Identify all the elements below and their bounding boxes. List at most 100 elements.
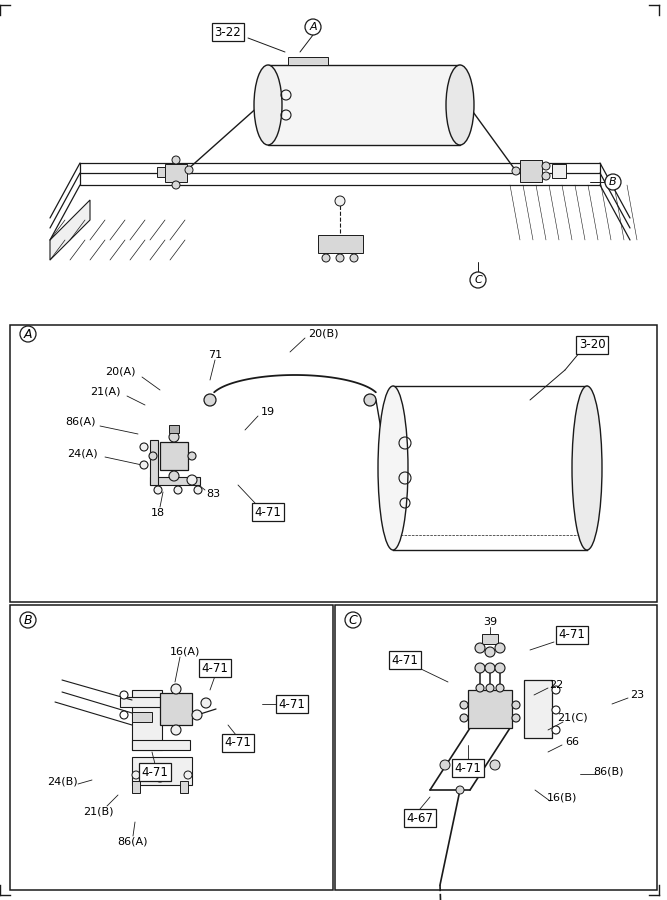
Text: C: C [474, 275, 482, 285]
Bar [150, 440, 158, 485]
Bar [268, 65, 460, 145]
Circle shape [552, 726, 560, 734]
Bar [160, 693, 192, 725]
Circle shape [120, 711, 128, 719]
Circle shape [460, 701, 468, 709]
Circle shape [496, 684, 504, 692]
Circle shape [187, 475, 197, 485]
Text: 39: 39 [483, 617, 497, 627]
Text: 21(C): 21(C) [557, 713, 588, 723]
Text: 4-71: 4-71 [455, 761, 482, 775]
Text: 24(B): 24(B) [47, 777, 77, 787]
Text: 86(A): 86(A) [117, 837, 147, 847]
Circle shape [512, 701, 520, 709]
Circle shape [154, 486, 162, 494]
Circle shape [350, 254, 358, 262]
Text: 19: 19 [261, 407, 275, 417]
Text: 4-71: 4-71 [225, 736, 251, 750]
Bar [157, 167, 165, 177]
Circle shape [132, 771, 140, 779]
Circle shape [485, 647, 495, 657]
Bar [288, 57, 328, 65]
Circle shape [345, 612, 361, 628]
Circle shape [364, 394, 376, 406]
Circle shape [336, 254, 344, 262]
Text: 83: 83 [206, 489, 220, 499]
Circle shape [140, 443, 148, 451]
Text: 3-20: 3-20 [579, 338, 606, 352]
Bar [482, 634, 498, 644]
Text: 4-71: 4-71 [255, 506, 281, 518]
Text: 4-71: 4-71 [141, 766, 169, 778]
Text: 3-22: 3-22 [215, 25, 241, 39]
Circle shape [188, 452, 196, 460]
Text: 21(B): 21(B) [83, 807, 113, 817]
Text: 16(A): 16(A) [170, 647, 200, 657]
Circle shape [490, 760, 500, 770]
Bar [318, 235, 363, 253]
Bar [524, 680, 552, 738]
Circle shape [120, 691, 128, 699]
Bar [165, 164, 187, 182]
Text: 4-71: 4-71 [392, 653, 418, 667]
Circle shape [149, 452, 157, 460]
Circle shape [174, 486, 182, 494]
Bar [552, 164, 566, 178]
Circle shape [552, 706, 560, 714]
Circle shape [476, 684, 484, 692]
Text: 20(A): 20(A) [105, 367, 135, 377]
Bar [132, 781, 140, 793]
Text: 86(A): 86(A) [65, 417, 95, 427]
Circle shape [460, 714, 468, 722]
Circle shape [192, 710, 202, 720]
Ellipse shape [446, 65, 474, 145]
Text: C: C [349, 614, 358, 626]
Circle shape [475, 663, 485, 673]
Text: 86(B): 86(B) [593, 767, 623, 777]
Circle shape [456, 786, 464, 794]
Circle shape [512, 167, 520, 175]
Bar [150, 477, 200, 485]
Circle shape [204, 394, 216, 406]
Text: B: B [24, 614, 32, 626]
Bar [132, 740, 190, 750]
Text: 4-71: 4-71 [201, 662, 228, 674]
Bar [180, 781, 188, 793]
Text: 24(A): 24(A) [67, 449, 97, 459]
Circle shape [495, 643, 505, 653]
Text: 4-71: 4-71 [558, 628, 586, 642]
Bar [520, 160, 542, 182]
Circle shape [552, 686, 560, 694]
Bar [160, 442, 188, 470]
Text: 21(A): 21(A) [90, 387, 120, 397]
Text: 22: 22 [549, 680, 563, 690]
Text: A: A [24, 328, 32, 340]
Text: 16(B): 16(B) [547, 793, 577, 803]
Circle shape [440, 760, 450, 770]
Circle shape [169, 471, 179, 481]
Text: 20(B): 20(B) [307, 328, 338, 338]
Circle shape [169, 432, 179, 442]
Circle shape [495, 663, 505, 673]
Circle shape [201, 698, 211, 708]
Text: 4-71: 4-71 [279, 698, 305, 710]
Circle shape [322, 254, 330, 262]
Circle shape [171, 684, 181, 694]
Circle shape [305, 19, 321, 35]
Bar [468, 690, 512, 728]
Text: 71: 71 [208, 350, 222, 360]
Bar [10, 605, 333, 890]
Circle shape [140, 461, 148, 469]
Text: 4-67: 4-67 [407, 812, 434, 824]
Circle shape [185, 166, 193, 174]
Circle shape [470, 272, 486, 288]
Circle shape [605, 174, 621, 190]
Circle shape [542, 162, 550, 170]
Circle shape [475, 643, 485, 653]
Text: B: B [609, 177, 617, 187]
Bar [132, 712, 152, 722]
Circle shape [20, 326, 36, 342]
Circle shape [171, 725, 181, 735]
Circle shape [172, 156, 180, 164]
Circle shape [20, 612, 36, 628]
